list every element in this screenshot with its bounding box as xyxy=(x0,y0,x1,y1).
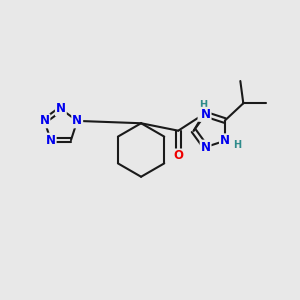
Text: O: O xyxy=(173,149,183,162)
Text: H: H xyxy=(200,100,208,110)
Text: N: N xyxy=(201,108,211,121)
Text: H: H xyxy=(233,140,242,150)
Text: N: N xyxy=(220,134,230,147)
Text: N: N xyxy=(72,114,82,128)
Text: N: N xyxy=(46,134,56,147)
Text: N: N xyxy=(199,108,208,121)
Text: N: N xyxy=(39,114,50,128)
Text: N: N xyxy=(56,103,66,116)
Text: N: N xyxy=(201,141,211,154)
